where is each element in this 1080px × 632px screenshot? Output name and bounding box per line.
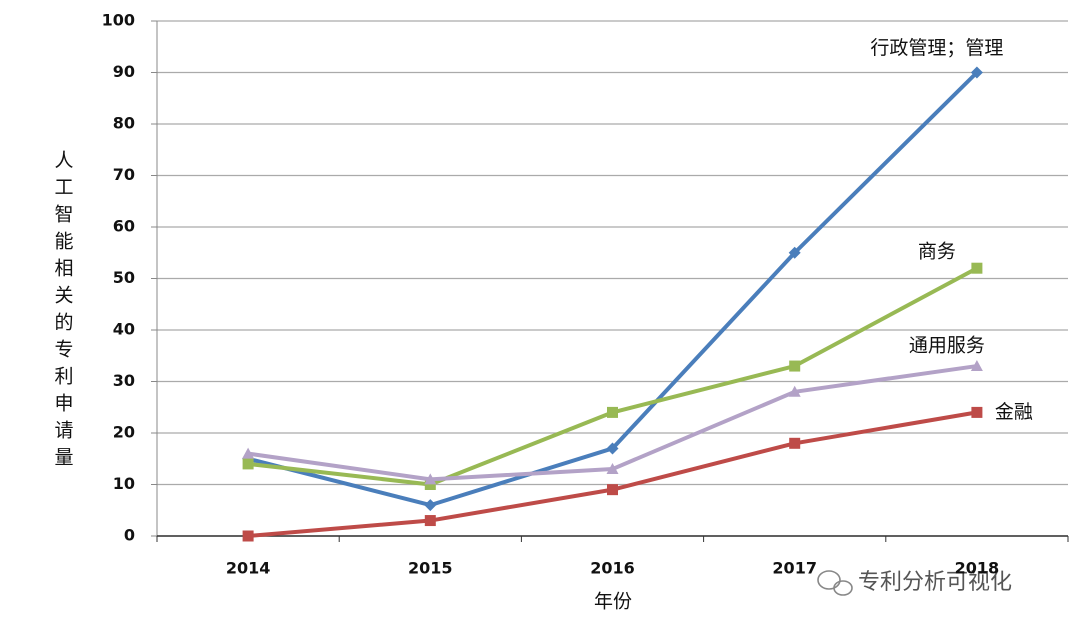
x-tick-label: 2018 [955, 559, 1000, 578]
series-line [247, 410, 978, 538]
marker [606, 463, 619, 475]
marker [788, 246, 801, 259]
marker [607, 406, 618, 418]
y-tick-label: 0 [124, 526, 135, 545]
series-label: 行政管理；管理 [870, 37, 1003, 59]
x-axis-label: 年份 [594, 591, 632, 613]
y-tick-label: 80 [113, 114, 135, 133]
marker [970, 360, 983, 372]
series-label: 商务 [918, 241, 956, 263]
x-tick-label: 2014 [226, 559, 271, 578]
x-tick-label: 2015 [408, 559, 453, 578]
x-tick-label: 2016 [590, 559, 635, 578]
marker [970, 66, 983, 79]
series-label: 金融 [995, 401, 1033, 423]
marker [971, 406, 983, 418]
series-label: 通用服务 [909, 335, 985, 357]
y-tick-label: 30 [113, 371, 135, 390]
marker [424, 479, 436, 490]
marker [789, 360, 801, 372]
y-tick-label: 10 [113, 474, 135, 493]
marker [242, 458, 254, 470]
marker [607, 484, 618, 496]
watermark: 专利分析可视化 [858, 570, 1012, 595]
series-line [247, 364, 978, 482]
y-tick-label: 40 [113, 320, 135, 339]
y-tick-label: 100 [102, 11, 135, 30]
watermark-icon [817, 570, 853, 596]
marker [242, 447, 255, 459]
marker [424, 515, 436, 527]
y-tick-label: 50 [113, 268, 135, 287]
marker [788, 385, 801, 397]
y-axis-label: 人工智能相关的专利申请量 [52, 150, 74, 474]
x-tick-label: 2017 [772, 559, 817, 578]
y-tick-label: 90 [113, 62, 135, 81]
marker [606, 442, 619, 455]
series-line [247, 71, 979, 508]
marker [424, 473, 437, 485]
marker [971, 262, 983, 274]
y-tick-label: 20 [113, 423, 135, 442]
marker [789, 437, 801, 449]
marker [424, 499, 437, 512]
marker [242, 530, 254, 542]
y-tick-label: 60 [113, 217, 135, 236]
y-tick-label: 70 [113, 165, 135, 184]
